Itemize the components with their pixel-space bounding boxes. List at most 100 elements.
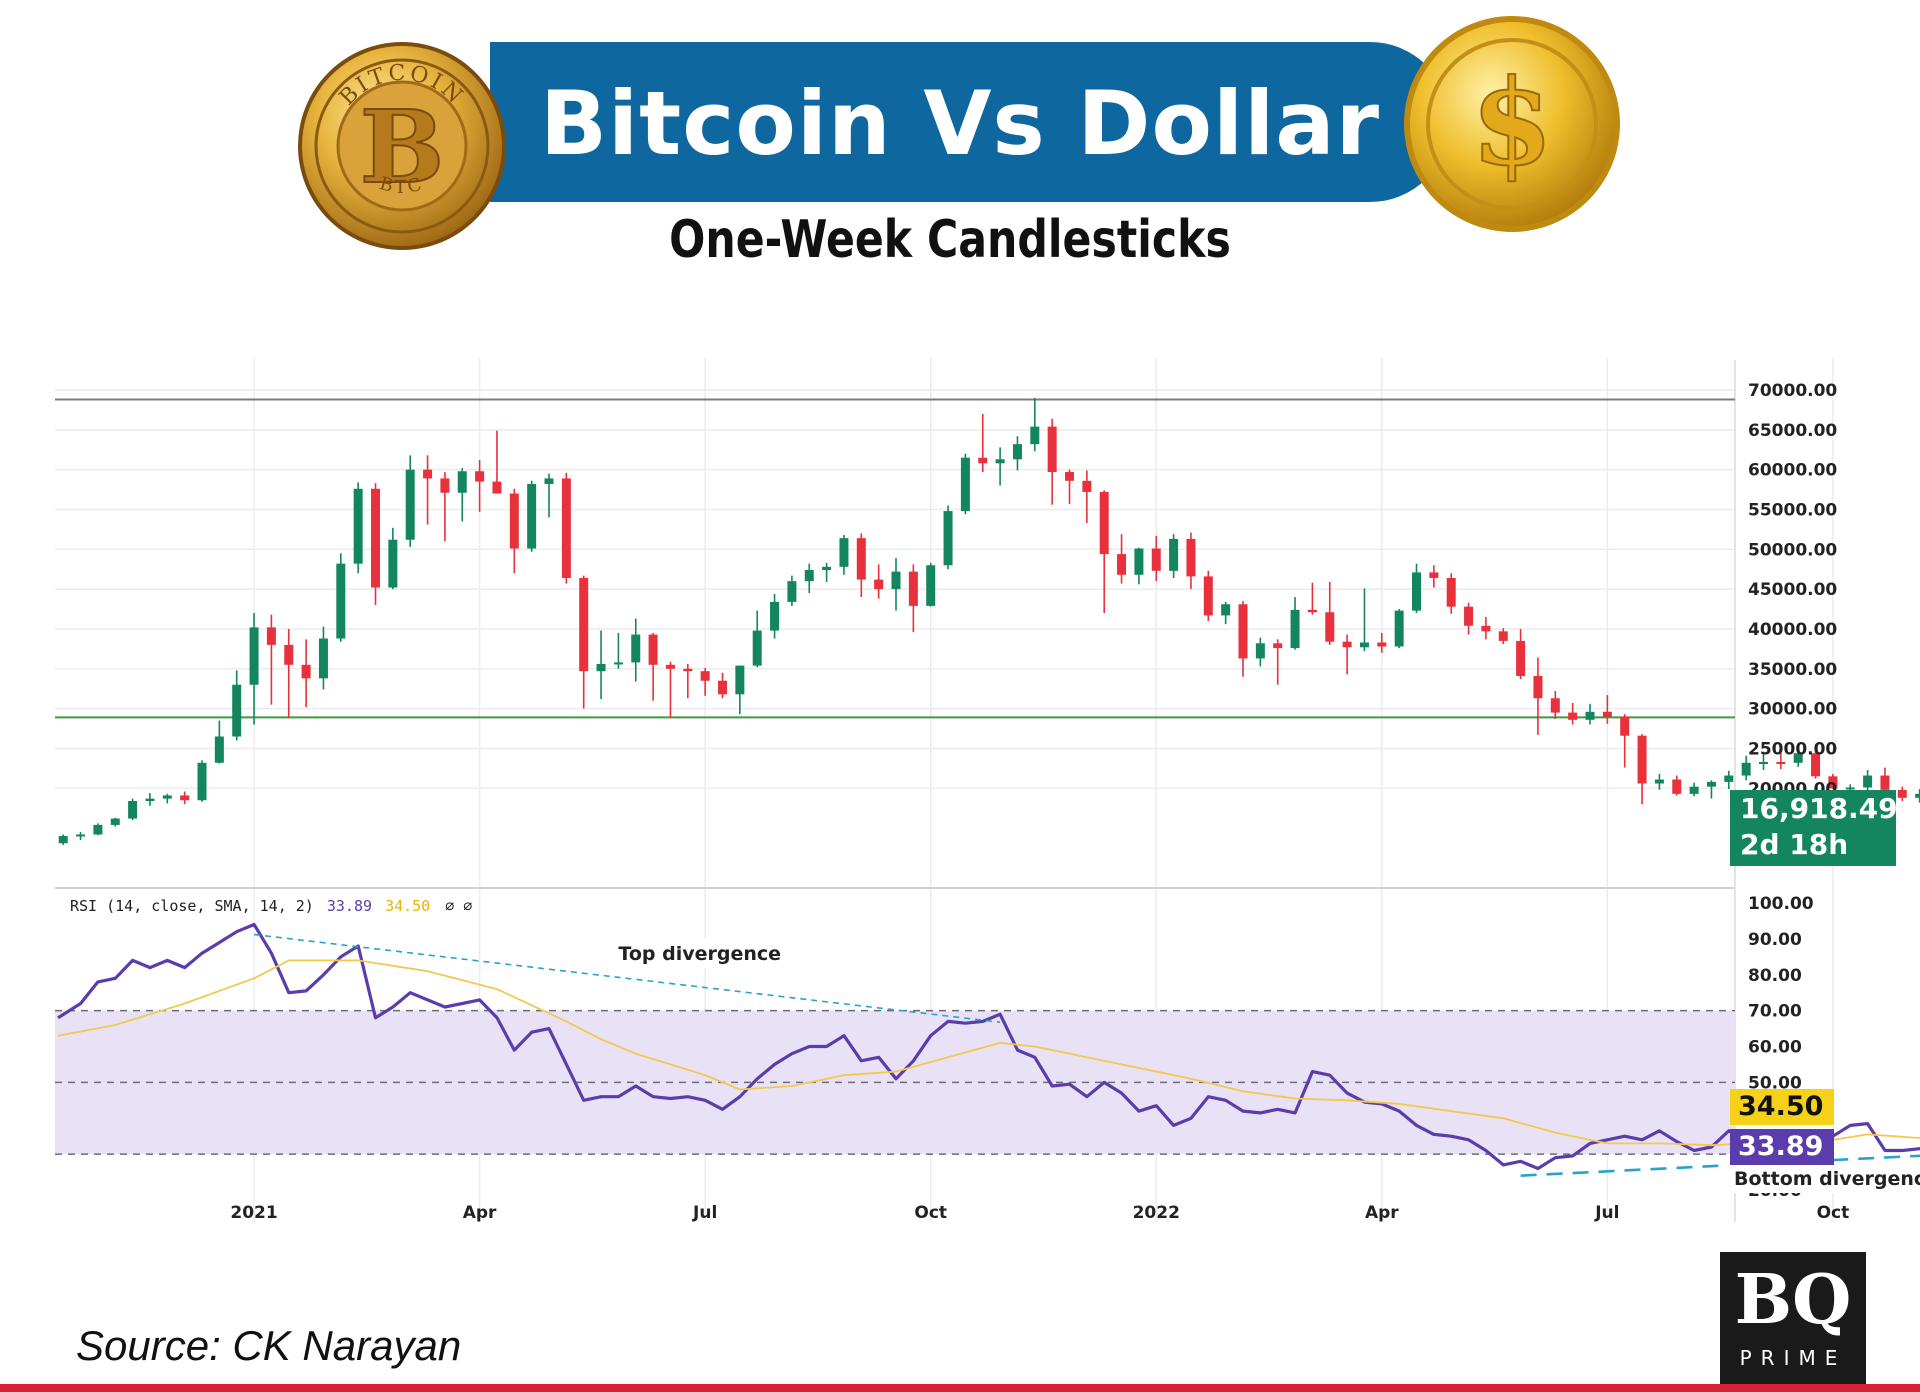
price-y-tick-label: 70000.00 (1748, 381, 1837, 401)
candle-body (110, 818, 120, 825)
bullish-candle (527, 480, 537, 552)
x-tick-label: Apr (463, 1203, 497, 1223)
candle-body (648, 634, 658, 665)
bearish-candle (1637, 734, 1647, 805)
bearish-candle (180, 791, 190, 805)
candle-body (1238, 604, 1248, 659)
bullish-candle (804, 563, 814, 594)
bearish-candle (1880, 767, 1890, 793)
bullish-candle (76, 832, 86, 841)
bullish-candle (926, 562, 936, 607)
price-y-tick-label: 60000.00 (1748, 461, 1837, 481)
bullish-candle (58, 834, 68, 845)
bullish-candle (891, 558, 901, 611)
bearish-candle (1550, 691, 1560, 719)
candle-body (457, 471, 467, 493)
candle-body (371, 488, 381, 588)
bearish-candle (1186, 532, 1196, 590)
candle-body (266, 627, 276, 645)
bearish-candle (1203, 570, 1213, 621)
chart-subtitle: One-Week Candlesticks (669, 210, 1231, 270)
price-y-tick-label: 25000.00 (1748, 739, 1837, 759)
bearish-candle (1568, 703, 1578, 725)
divergence-label-bg (1728, 1163, 1920, 1193)
candle-body (145, 798, 155, 802)
rsi-sma-line (57, 959, 1920, 1147)
candle-body (978, 457, 988, 464)
last-price-tag: 16,918.49 2d 18h (1730, 790, 1898, 866)
bearish-candle (492, 430, 502, 494)
bullish-candle (353, 482, 363, 574)
bullish-candle (631, 618, 641, 682)
candle-body (1811, 753, 1821, 777)
candle-body (1602, 711, 1612, 717)
candle-body (752, 630, 762, 666)
bullish-candle (787, 575, 797, 606)
candle-body (1446, 577, 1456, 607)
candle-body (822, 566, 832, 571)
bearish-candle (266, 614, 276, 705)
candle-body (804, 570, 814, 582)
bearish-candle (1620, 714, 1630, 768)
bullish-candle (457, 468, 467, 522)
bullish-candle (1654, 773, 1664, 790)
bullish-candle (1724, 770, 1734, 790)
rsi-y-tick-label: 70.00 (1748, 1002, 1802, 1022)
bullish-candle (1793, 746, 1803, 767)
bearish-candle (475, 460, 485, 512)
candle-body (908, 571, 918, 606)
candle-body (1342, 641, 1352, 648)
bearish-candle (561, 472, 571, 584)
candle-body (353, 488, 363, 564)
candle-body (891, 571, 901, 590)
bottom-accent-line (0, 1384, 1920, 1392)
bitcoin-coin-icon: B BITCOIN BTC (298, 42, 506, 250)
bq-logo-sub: PRIME (1739, 1346, 1847, 1370)
bearish-candle (1897, 786, 1907, 802)
bullish-candle (145, 793, 155, 806)
bearish-candle (1238, 601, 1248, 677)
bitcoin-coin-bottom-text: BTC (377, 173, 427, 198)
rsi-y-tick-label: 60.00 (1748, 1038, 1802, 1058)
bearish-candle (440, 472, 450, 542)
candle-body (1151, 548, 1161, 571)
candle-body (1915, 793, 1920, 798)
candle-body (561, 478, 571, 578)
rsi-legend: RSI (14, close, SMA, 14, 2) 33.89 34.50 … (70, 897, 472, 915)
bullish-candle (249, 613, 259, 725)
candle-body (1637, 735, 1647, 784)
bearish-candle (1828, 773, 1838, 790)
candle-body (1620, 716, 1630, 736)
bearish-candle (874, 564, 884, 599)
bearish-candle (1377, 632, 1387, 653)
candle-body (544, 478, 554, 484)
bullish-candle (960, 453, 970, 515)
candle-body (1481, 625, 1491, 632)
candle-body (943, 511, 953, 566)
candle-body (1099, 491, 1109, 555)
bearish-candle (1602, 695, 1612, 724)
bullish-candle (1221, 601, 1231, 625)
candle-body (1394, 610, 1404, 647)
rsi-y-tick-label: 90.00 (1748, 930, 1802, 950)
rsi-legend-label: RSI (14, close, SMA, 14, 2) (70, 897, 314, 915)
reference-line-layer (55, 398, 1735, 1155)
bullish-candle (1359, 588, 1369, 652)
candle-body (1255, 643, 1265, 659)
bullish-candle (752, 610, 762, 668)
bearish-candle (718, 672, 728, 699)
bullish-candle (93, 823, 103, 836)
candle-body (318, 638, 328, 679)
bearish-candle (978, 413, 988, 473)
bearish-candle (1117, 534, 1127, 584)
bullish-candle (128, 798, 138, 821)
candle-body (995, 459, 1005, 464)
candle-body (76, 834, 86, 837)
candle-body (249, 627, 259, 685)
bullish-candle (839, 534, 849, 575)
candle-body (509, 493, 519, 549)
candle-body (1880, 775, 1890, 790)
price-y-tick-label: 45000.00 (1748, 580, 1837, 600)
rsi-layer (57, 922, 1920, 1171)
